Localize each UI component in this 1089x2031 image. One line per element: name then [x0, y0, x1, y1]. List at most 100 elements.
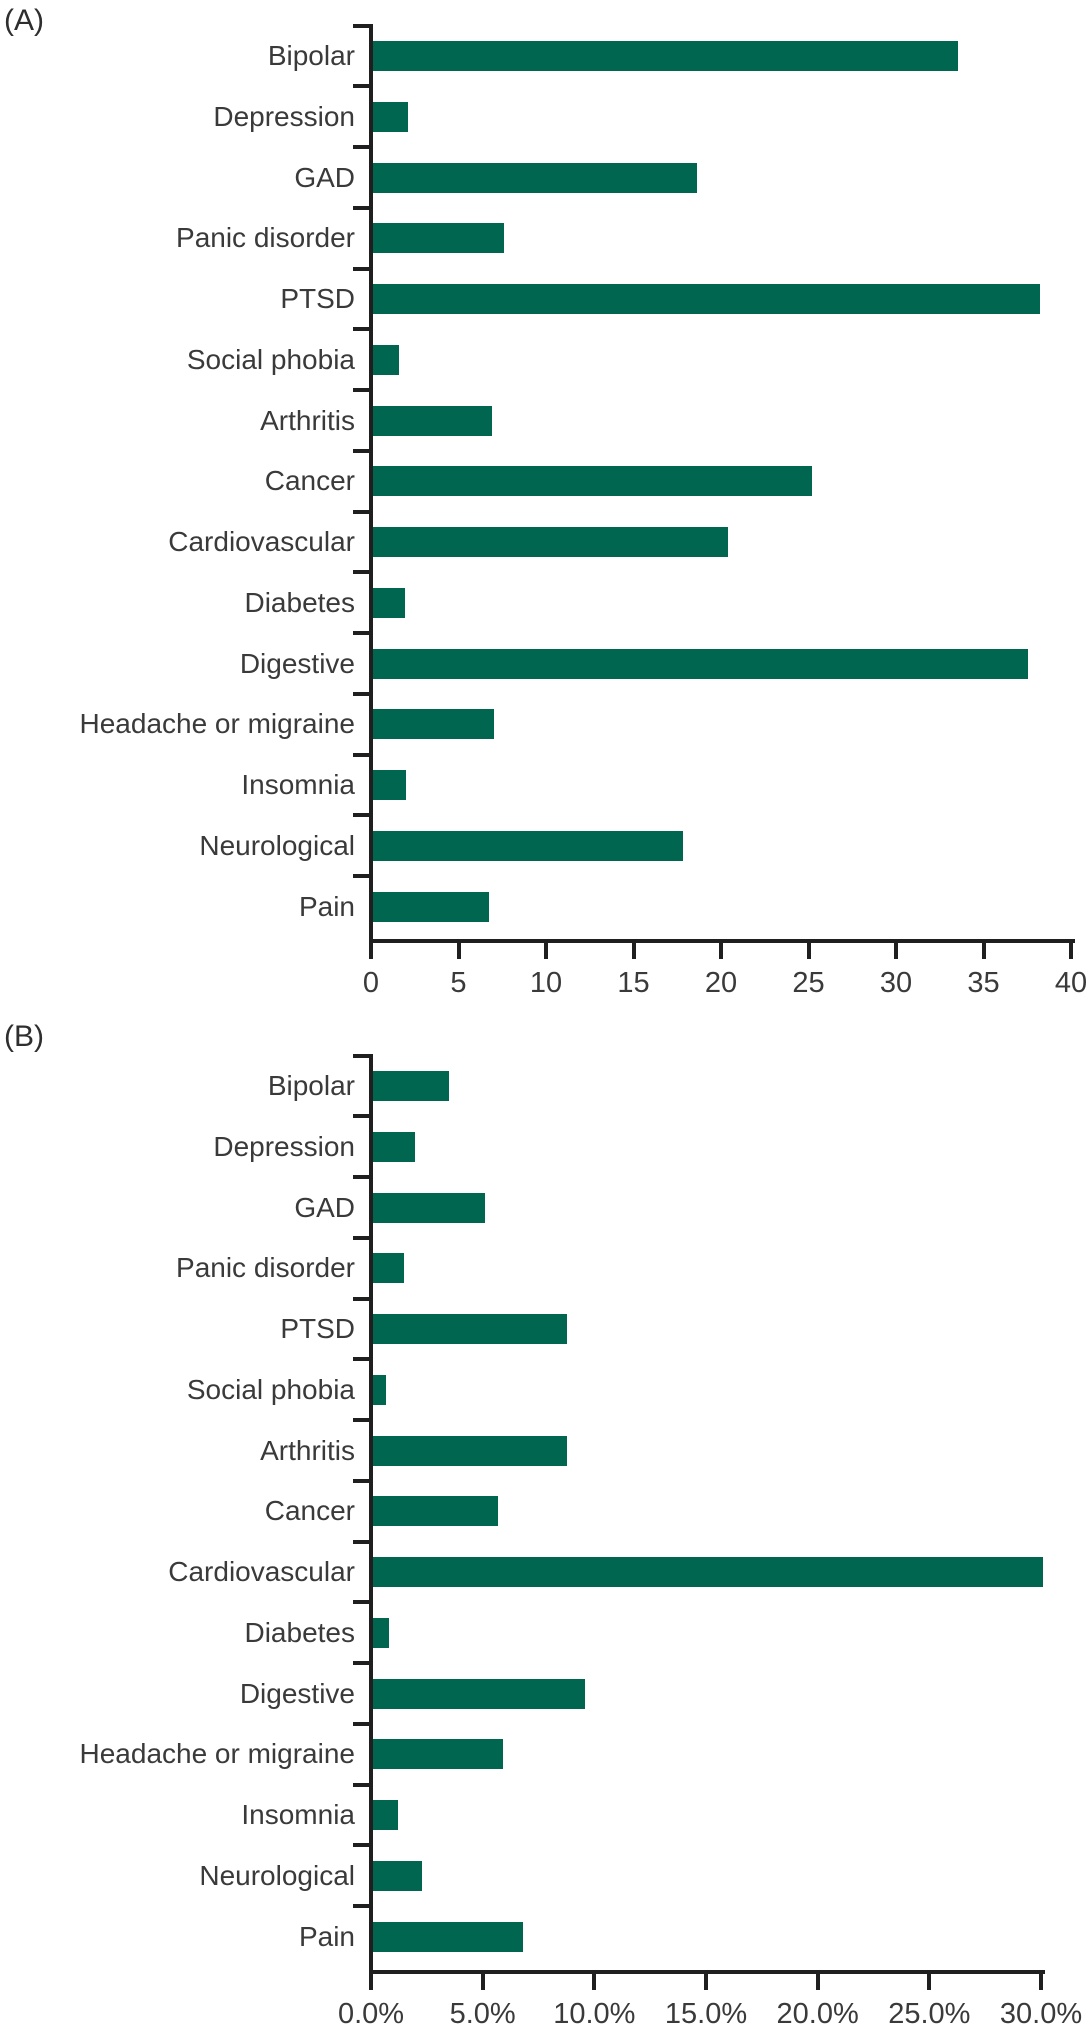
x-axis-tick	[544, 943, 548, 959]
y-axis-tick	[353, 448, 373, 453]
y-axis-tick	[353, 1235, 373, 1240]
bar	[373, 770, 407, 800]
x-axis-line	[369, 939, 1075, 943]
x-axis-tick-label: 10	[529, 967, 563, 999]
y-axis-tick	[353, 631, 373, 636]
x-axis-tick-label: 25	[792, 967, 825, 999]
bar	[373, 648, 1028, 679]
bar	[373, 1435, 568, 1466]
category-label: Panic disorder	[176, 222, 355, 254]
y-axis-tick	[353, 388, 373, 393]
y-axis-tick	[353, 1904, 373, 1909]
x-axis-tick	[927, 1974, 932, 1990]
category-label: Cardiovascular	[168, 526, 355, 557]
bar	[373, 1739, 503, 1770]
y-axis-tick	[353, 874, 373, 879]
bar	[373, 1374, 387, 1405]
category-label: Depression	[213, 1130, 355, 1162]
y-axis-tick	[353, 84, 373, 89]
bar	[373, 1131, 416, 1162]
bar	[373, 1557, 1043, 1587]
bar	[373, 1253, 405, 1284]
category-label: Bipolar	[267, 1070, 355, 1101]
x-axis-tick	[369, 1974, 373, 1990]
category-label: Bipolar	[267, 40, 355, 71]
bar	[373, 101, 408, 132]
x-axis-tick-label: 0.0%	[337, 1998, 405, 2030]
x-axis-tick	[592, 1974, 597, 1990]
category-label: Cancer	[264, 465, 355, 497]
category-label: Neurological	[199, 1859, 355, 1891]
category-label: Arthritis	[260, 1434, 355, 1466]
x-axis-tick-label: 15	[617, 967, 650, 999]
y-axis-tick	[353, 570, 373, 575]
category-label: Depression	[213, 100, 355, 132]
panel-b-label: (B)	[4, 1020, 44, 1053]
bar	[373, 162, 697, 193]
bar	[373, 41, 958, 71]
y-axis-tick	[353, 1600, 373, 1605]
category-label: GAD	[294, 161, 355, 193]
category-label: Pain	[298, 890, 355, 922]
category-label: Digestive	[239, 647, 355, 679]
bar	[373, 223, 505, 254]
y-axis-line	[369, 25, 373, 943]
x-axis-tick	[894, 943, 898, 959]
x-axis-tick	[480, 1974, 485, 1990]
bar	[373, 830, 683, 861]
x-axis-line	[369, 1970, 1045, 1974]
category-label: Cancer	[264, 1495, 355, 1527]
y-axis-tick	[353, 509, 373, 514]
y-axis-line	[369, 1055, 373, 1974]
y-axis-tick	[353, 1114, 373, 1119]
bar	[373, 1860, 423, 1891]
bar	[373, 1496, 499, 1527]
category-label: Arthritis	[260, 404, 355, 436]
category-label: PTSD	[280, 283, 355, 314]
bar	[373, 1678, 586, 1709]
category-label: Social phobia	[186, 1373, 355, 1405]
x-axis-tick-label: 15.0%	[664, 1998, 748, 2030]
y-axis-tick	[353, 23, 373, 28]
x-axis-tick-label: 20.0%	[776, 1998, 859, 2030]
panel-a-label: (A)	[4, 4, 44, 37]
x-axis-tick-label: 10.0%	[553, 1998, 636, 2030]
bar	[373, 466, 813, 497]
bar	[373, 527, 729, 557]
x-axis-tick	[704, 1974, 708, 1990]
category-label: Cardiovascular	[168, 1556, 355, 1587]
category-label: Headache or migraine	[79, 708, 356, 740]
bar	[373, 891, 489, 922]
y-axis-tick	[353, 1661, 373, 1666]
x-axis-tick-label: 40	[1054, 967, 1088, 999]
category-label: Digestive	[239, 1677, 355, 1709]
x-axis-tick-label: 30	[879, 967, 913, 999]
bar	[373, 1800, 398, 1830]
bar	[373, 1314, 568, 1344]
x-axis-tick-label: 0	[362, 967, 380, 999]
x-axis-tick	[815, 1974, 820, 1990]
x-axis-tick	[1069, 943, 1073, 959]
x-axis-tick-label: 30.0%	[999, 1998, 1083, 2030]
x-axis-tick	[806, 943, 811, 959]
bar	[373, 405, 492, 436]
y-axis-tick	[353, 1478, 373, 1483]
x-axis-tick	[981, 943, 986, 959]
x-axis-tick	[1039, 1974, 1043, 1990]
category-label: Diabetes	[244, 1616, 355, 1648]
category-label: PTSD	[280, 1313, 355, 1344]
x-axis-tick-label: 25.0%	[888, 1998, 971, 2030]
x-axis-tick	[456, 943, 461, 959]
y-axis-tick	[353, 1418, 373, 1423]
y-axis-tick	[353, 752, 373, 757]
x-axis-tick-label: 5	[450, 967, 467, 999]
category-label: Diabetes	[244, 586, 355, 618]
bar	[373, 1192, 485, 1223]
y-axis-tick	[353, 1721, 373, 1726]
x-axis-tick-label: 5.0%	[449, 1998, 516, 2030]
y-axis-tick	[353, 327, 373, 332]
category-label: Insomnia	[241, 1799, 355, 1830]
bar	[373, 709, 494, 740]
x-axis-tick	[719, 943, 723, 959]
y-axis-tick	[353, 1357, 373, 1362]
